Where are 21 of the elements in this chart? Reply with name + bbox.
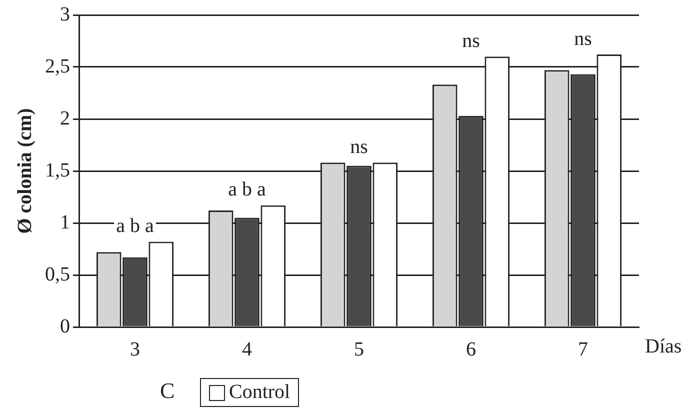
x-axis-title: Días — [645, 335, 682, 358]
y-tick-label: 0 — [60, 315, 70, 338]
y-tick-label: 0,5 — [45, 263, 70, 286]
text: C — [160, 378, 175, 403]
annotation: ns — [574, 28, 592, 50]
x-tick-label: 3 — [130, 338, 140, 360]
x-tick-label: 7 — [578, 338, 588, 360]
annotation: ns — [350, 136, 368, 158]
x-tick-label: 6 — [466, 338, 476, 360]
y-tick-label: 3 — [60, 3, 70, 26]
y-tick-label: 2 — [60, 107, 70, 130]
x-tick-label: 4 — [242, 338, 252, 360]
x-tick-label: 5 — [354, 338, 364, 360]
y-tick-label: 2,5 — [45, 55, 70, 78]
y-tick-label: 1 — [60, 211, 70, 234]
y-tick-label: 1,5 — [45, 159, 70, 182]
annotation: a b a — [116, 214, 154, 237]
annotation: ns — [462, 30, 480, 52]
annotation: a b a — [228, 178, 266, 201]
text: Control — [229, 381, 290, 404]
y-axis-title: Ø colonia (cm) — [14, 108, 36, 234]
